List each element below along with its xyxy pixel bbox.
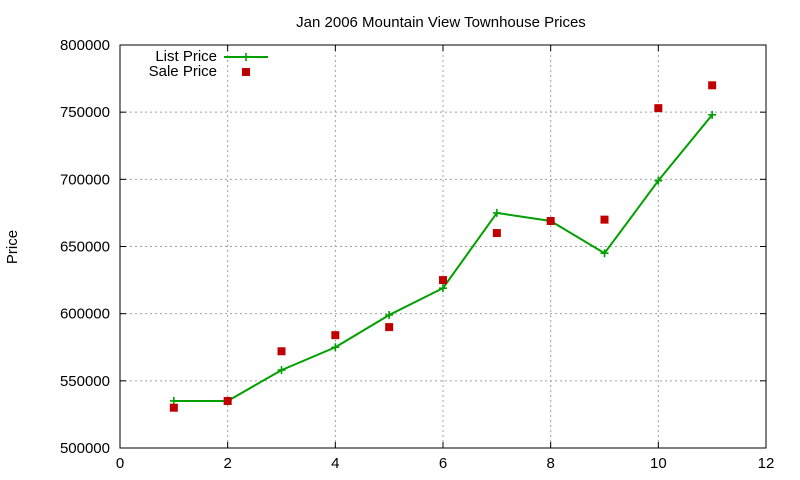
y-tick-label: 650000 (60, 239, 110, 256)
x-tick-label: 6 (439, 455, 447, 472)
sale-price-point (277, 347, 286, 356)
list-price-point (277, 366, 286, 375)
x-tick-label: 0 (116, 455, 124, 472)
legend-marker-list-price (242, 53, 250, 61)
y-axis-label: Price (4, 230, 21, 264)
y-tick-label: 700000 (60, 171, 110, 188)
legend-marker-sale-price (242, 68, 250, 76)
list-price-point (331, 343, 340, 352)
y-tick-label: 800000 (60, 37, 110, 54)
sale-price-point (654, 104, 663, 113)
sale-price-point (546, 216, 555, 225)
series-layer (169, 81, 717, 412)
x-tick-label: 12 (758, 455, 775, 472)
list-price-point (169, 396, 178, 405)
sale-price-point (600, 215, 609, 224)
x-tick-label: 4 (331, 455, 339, 472)
list-price-point (654, 176, 663, 185)
y-tick-label: 600000 (60, 306, 110, 323)
chart-title: Jan 2006 Mountain View Townhouse Prices (296, 14, 586, 31)
axis-ticks: 500000 550000 600000 650000 700000 750000 8000… (60, 37, 774, 472)
list-price-point (385, 311, 394, 320)
y-tick-label: 550000 (60, 373, 110, 390)
y-tick-label: 750000 (60, 104, 110, 121)
list-price-point (492, 208, 501, 217)
sale-price-point (439, 276, 447, 285)
list-price-point (600, 249, 609, 258)
list-price-point (708, 110, 717, 119)
legend-label-list-price: List Price (155, 48, 217, 65)
legend: List Price Sale Price (149, 48, 268, 80)
x-tick-label: 2 (223, 455, 231, 472)
legend-label-sale-price: Sale Price (149, 63, 217, 80)
sale-price-point (385, 323, 394, 332)
sale-price-point (223, 396, 232, 405)
sale-price-point (169, 403, 178, 412)
sale-price-point (708, 81, 717, 90)
sale-price-point (492, 229, 501, 238)
list-price-line (173, 114, 713, 402)
x-tick-label: 8 (546, 455, 554, 472)
sale-price-point (331, 331, 340, 340)
grid-lines (120, 45, 766, 448)
x-tick-label: 10 (650, 455, 667, 472)
list-price-point (439, 284, 447, 293)
y-tick-label: 500000 (60, 440, 110, 457)
